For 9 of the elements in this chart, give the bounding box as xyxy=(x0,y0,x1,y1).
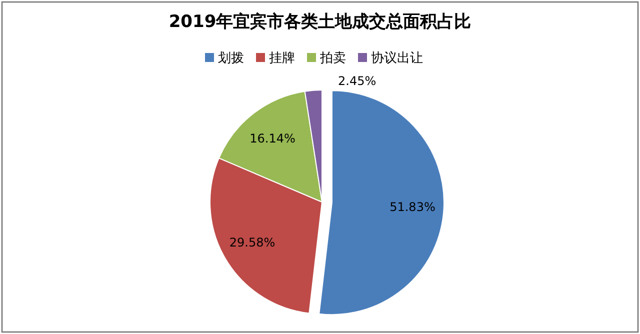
data-label: 29.58% xyxy=(229,236,276,250)
data-label: 51.83% xyxy=(390,200,436,214)
legend-label: 划拨 xyxy=(218,51,244,66)
legend-label: 协议出让 xyxy=(371,51,423,66)
data-label: 16.14% xyxy=(250,131,296,146)
data-label: 2.45% xyxy=(338,74,376,88)
chart-title: 2019年宜宾市各类土地成交总面积占比 xyxy=(168,12,472,32)
legend-label: 挂牌 xyxy=(269,51,295,66)
legend-label: 拍卖 xyxy=(319,51,346,66)
